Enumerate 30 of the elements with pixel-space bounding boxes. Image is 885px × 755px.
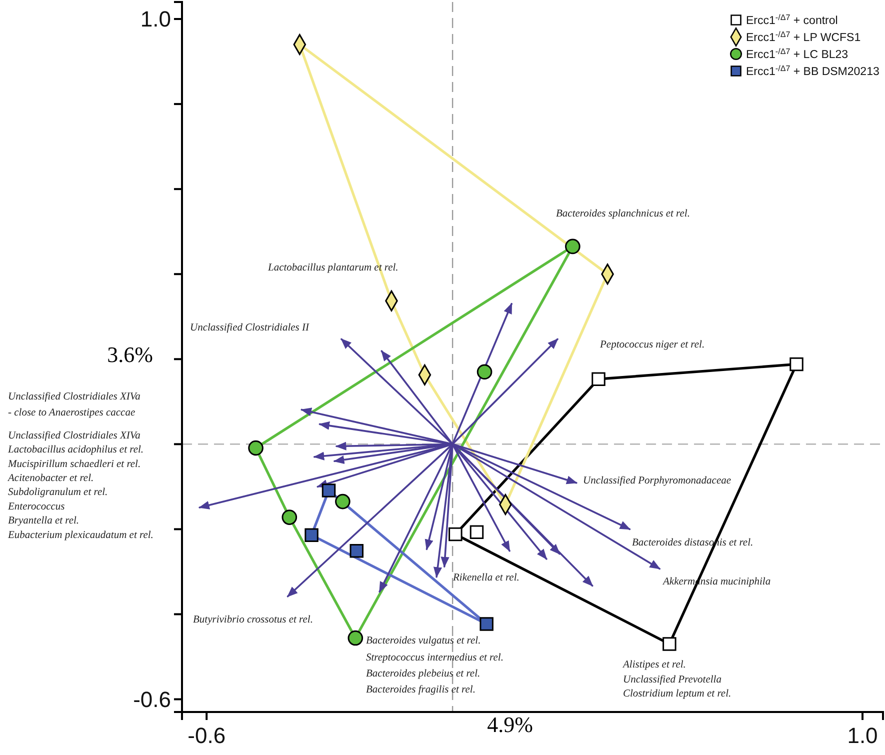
annotation: Butyrivibrio crossotus et rel.	[193, 614, 313, 626]
annotation: Streptococcus intermedius et rel.	[366, 652, 504, 664]
text: Enterococcus	[7, 501, 65, 512]
annotation: Unclassified Prevotella	[623, 674, 722, 686]
text: Subdoligranulum et rel.	[8, 487, 108, 498]
legend-label: Ercc1$^{-/Δ7}$ + LP WCFS1	[746, 30, 861, 44]
text: - close to Anaerostipes caccae	[8, 407, 136, 418]
annotation: Peptococcus niger et rel.	[599, 339, 705, 350]
x-axis-title: 4.9%	[487, 712, 533, 737]
annotation: Bacteroides plebeius et rel.	[366, 668, 480, 680]
annotation: Clostridium leptum et rel.	[623, 688, 732, 700]
legend-label: Ercc1$^{-/Δ7}$ + LC BL23	[746, 46, 848, 62]
legend-label: Ercc1$^{-/Δ7}$ + BB DSM20213	[746, 64, 880, 78]
annotation: Unclassified Clostridiales II	[190, 322, 310, 334]
text: Lactobacillus acidophilus et rel.	[7, 444, 144, 456]
text: Unclassified Clostridiales XIVa	[8, 430, 140, 442]
annotation: Bacteroides vulgatus et rel.	[366, 635, 481, 646]
annotation: Rikenella et rel.	[452, 572, 520, 584]
legend-label: Ercc1$^{-/Δ7}$ + control	[746, 12, 838, 28]
y-axis-title: 3.6%	[107, 342, 153, 367]
text: Unclassified Clostridiales XIVa	[8, 391, 140, 402]
text: Mucispirillum schaedleri et rel.	[7, 458, 141, 470]
text: Bryantella et rel.	[8, 516, 80, 527]
text: Eubacterium plexicaudatum et rel.	[7, 530, 154, 541]
annotation: Alistipes et rel.	[622, 659, 686, 670]
annotation: Bacteroides splanchnicus et rel.	[556, 208, 690, 220]
text: Acitenobacter et rel.	[7, 473, 94, 484]
annotation: Bacteroides fragilis et rel.	[366, 684, 476, 696]
annotation: Unclassified Porphyromonadaceae	[583, 475, 732, 486]
annotation: Lactobacillus plantarum et rel.	[267, 262, 398, 274]
